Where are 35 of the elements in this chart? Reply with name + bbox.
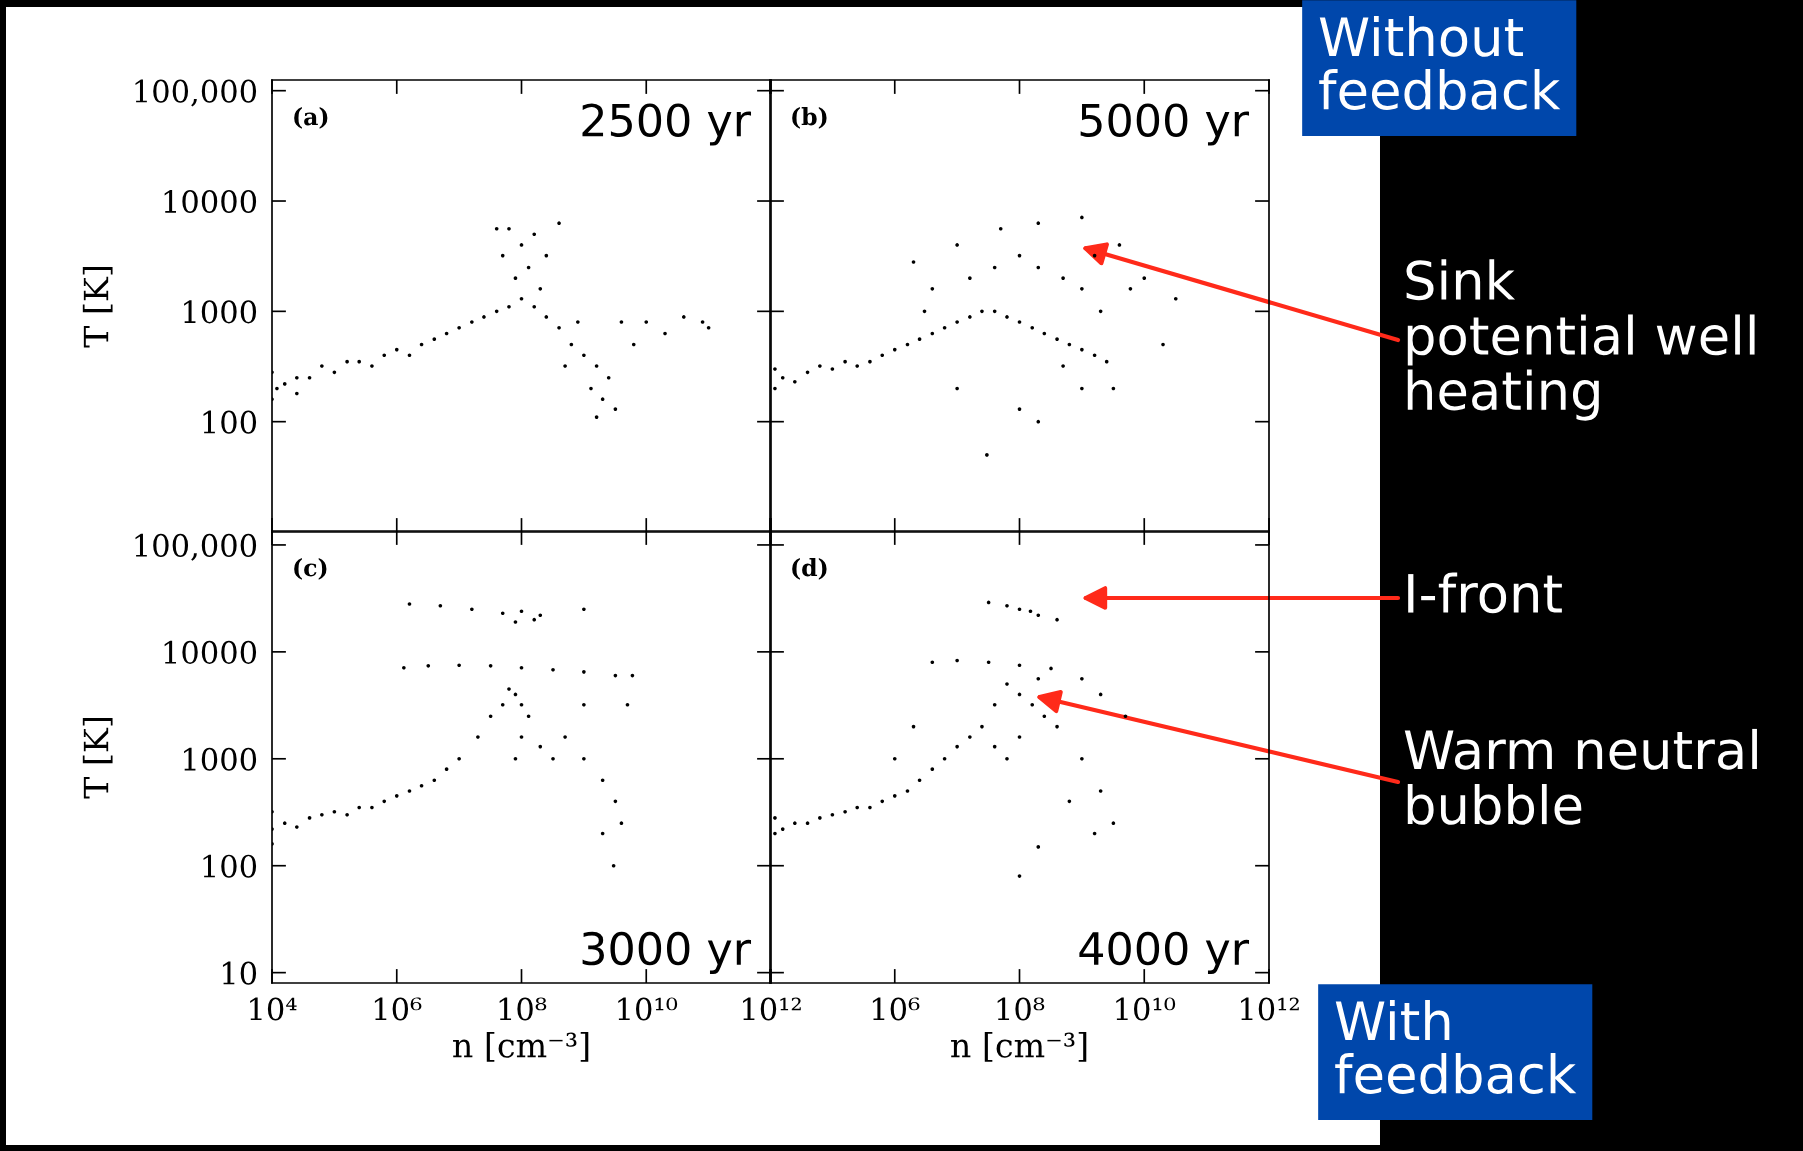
x-axis-title: n [cm⁻³] xyxy=(951,1032,1087,1062)
annotation: (b) xyxy=(792,107,827,129)
text: With feedback xyxy=(1335,1000,1577,1094)
annotation: 5000 yr xyxy=(1080,103,1250,146)
x-axis-title: n [cm⁻³] xyxy=(453,1032,589,1062)
y-tick-label: 100 xyxy=(203,854,257,878)
x-tick-label: 10⁸ xyxy=(499,997,547,1021)
annotation: (c) xyxy=(294,558,327,580)
x-tick-label: 10¹² xyxy=(1241,997,1299,1021)
y-tick-label: 10000 xyxy=(164,640,257,664)
x-tick-label: 10⁶ xyxy=(374,997,422,1021)
y-tick-label: 1000 xyxy=(184,300,257,324)
text: Warm neutral bubble xyxy=(1404,728,1757,825)
y-axis-title: T [K] xyxy=(82,266,113,348)
x-tick-label: 10¹² xyxy=(743,997,801,1021)
x-tick-label: 10⁶ xyxy=(872,997,920,1021)
text: Without feedback xyxy=(1319,16,1561,110)
annotation: 4000 yr xyxy=(1079,931,1250,974)
y-axis-title: T [K] xyxy=(82,717,113,799)
x-tick-label: 10⁴ xyxy=(250,997,297,1021)
x-tick-label: 10¹⁰ xyxy=(1116,997,1176,1021)
annotation: (a) xyxy=(294,107,328,129)
y-tick-label: 1000 xyxy=(184,747,257,771)
x-tick-label: 10⁸ xyxy=(997,997,1045,1021)
y-tick-label: 10 xyxy=(222,961,257,985)
annotation: (d) xyxy=(792,558,827,580)
y-tick-label: 100,000 xyxy=(135,79,257,107)
annotation: 3000 yr xyxy=(582,931,752,974)
text: I-front xyxy=(1408,572,1562,614)
y-tick-label: 100 xyxy=(203,410,257,434)
annotation: 2500 yr xyxy=(582,103,752,146)
x-tick-label: 10¹⁰ xyxy=(618,997,678,1021)
text: Sink potential well heating xyxy=(1406,259,1755,421)
y-tick-label: 100,000 xyxy=(135,533,257,561)
y-tick-label: 10000 xyxy=(164,189,257,214)
